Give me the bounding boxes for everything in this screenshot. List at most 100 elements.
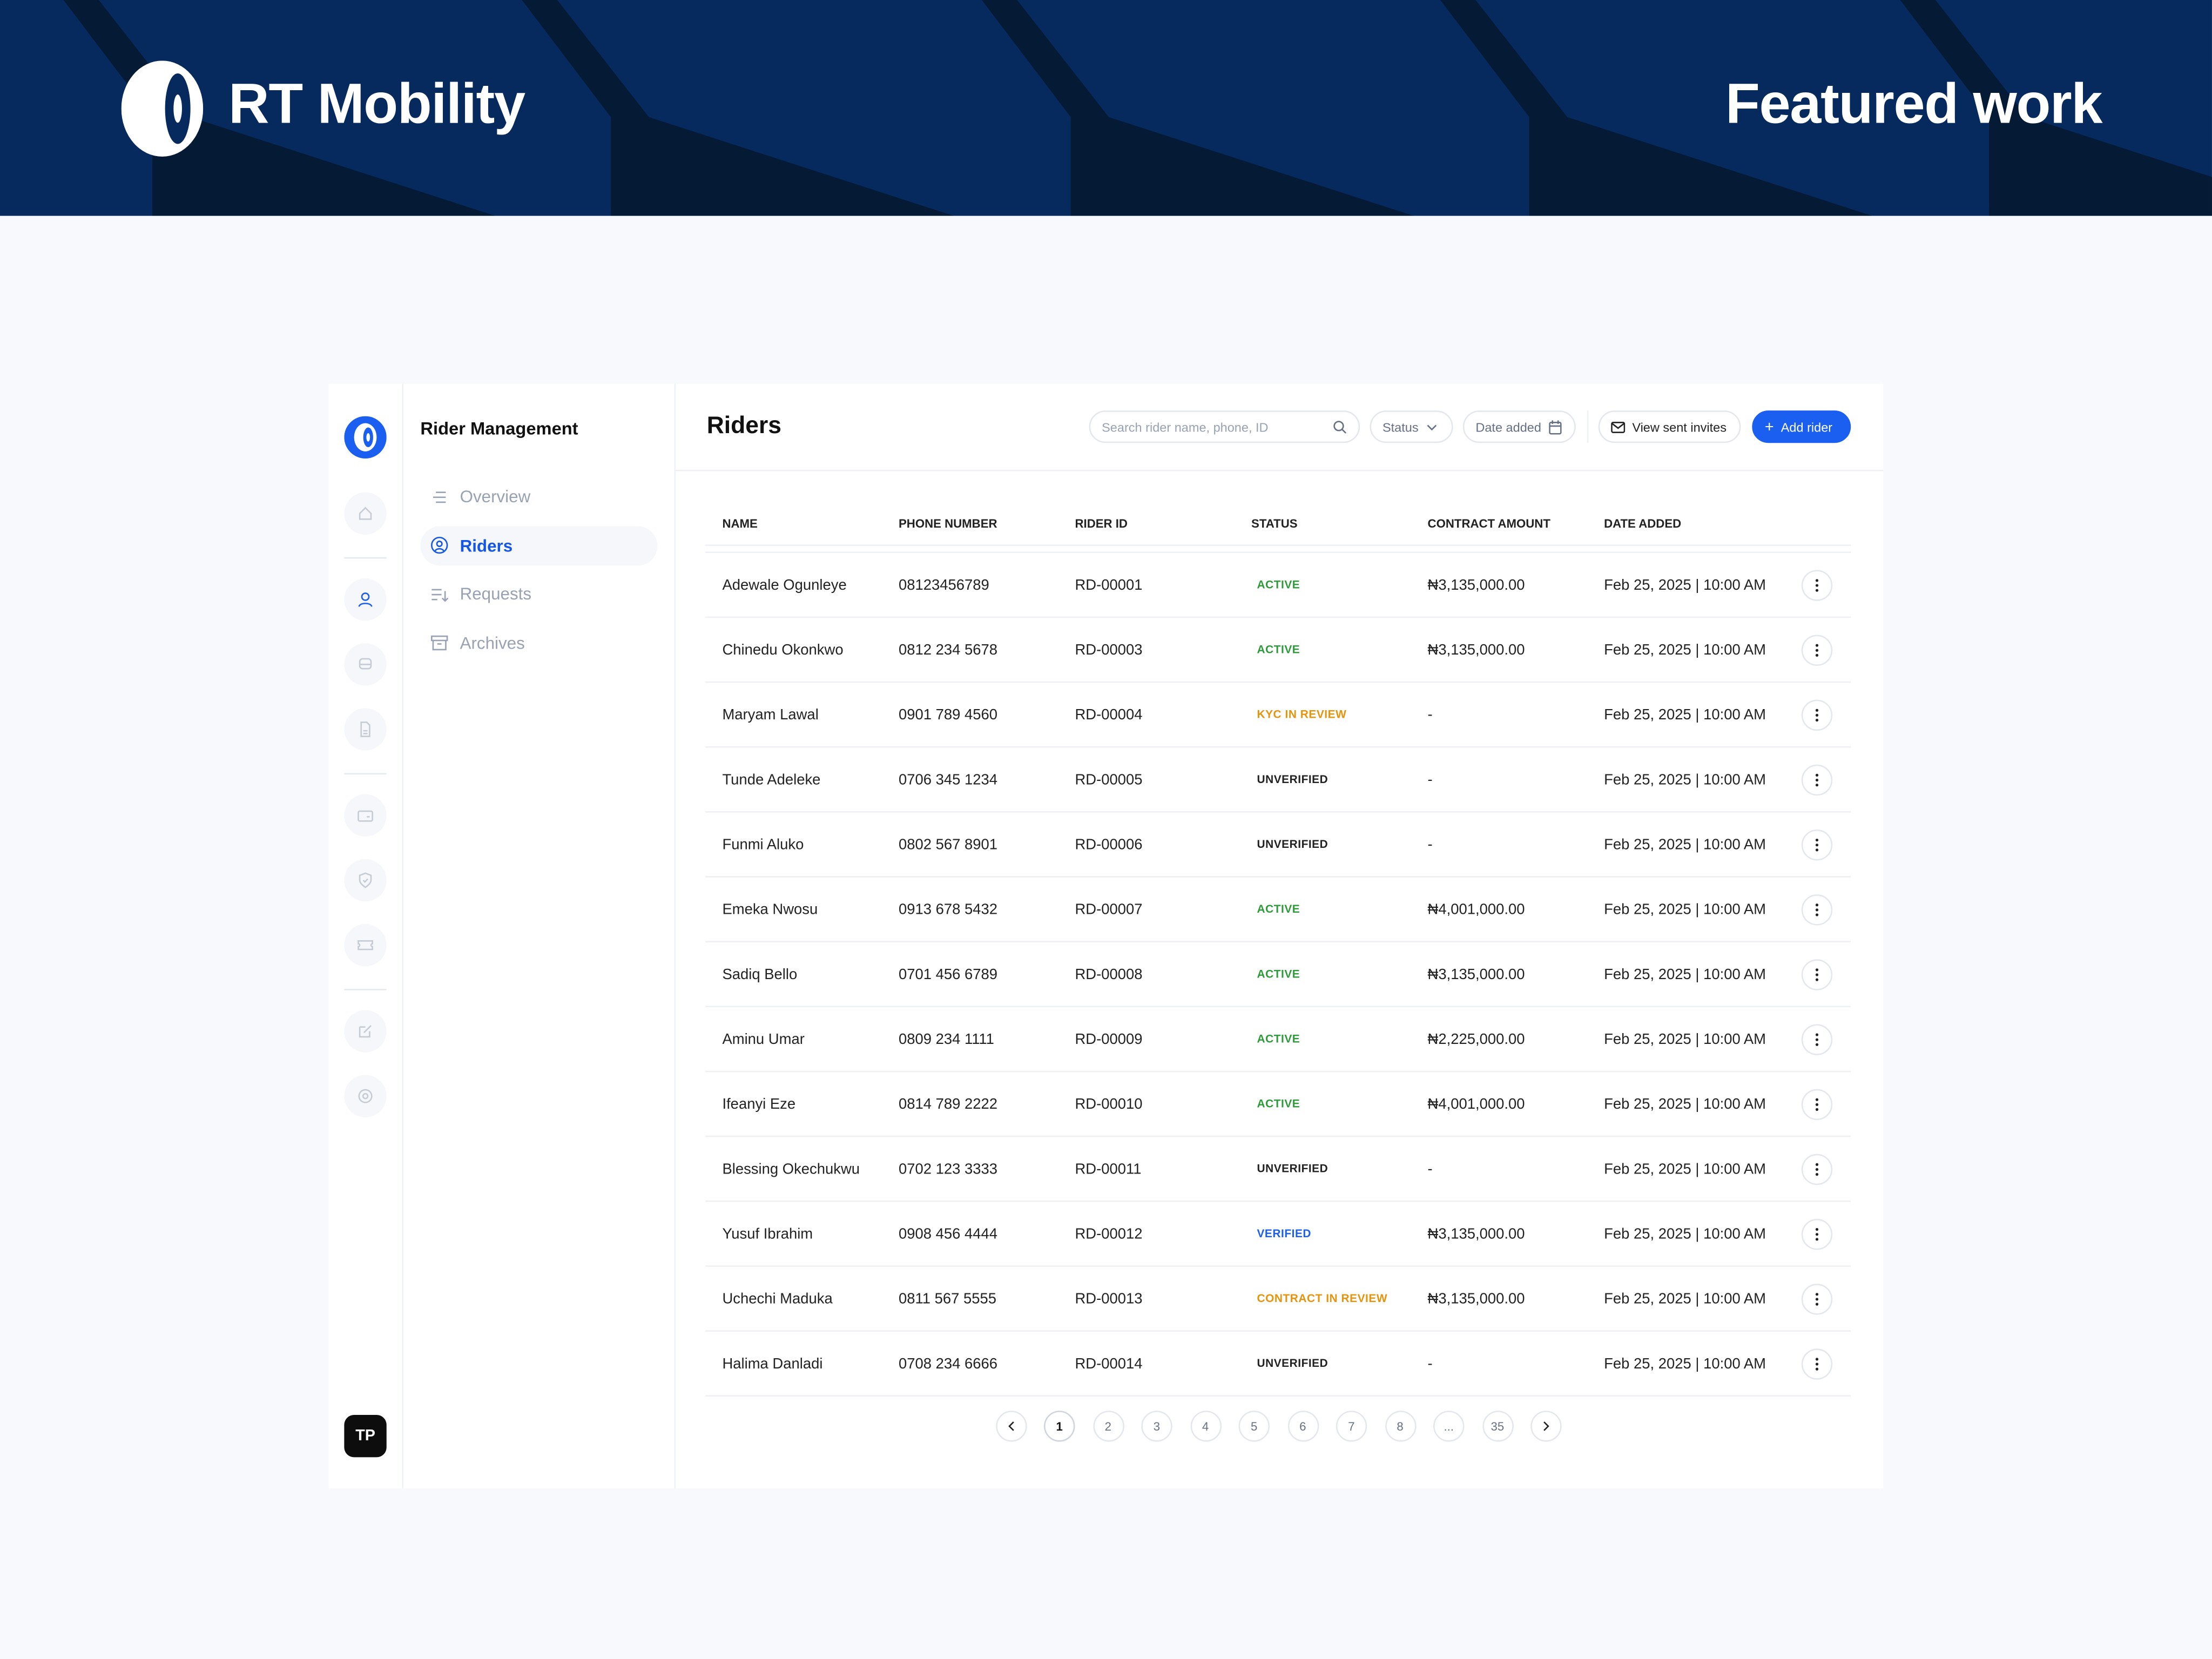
cell-date-added: Feb 25, 2025 | 10:00 AM: [1604, 642, 1766, 659]
row-actions-button[interactable]: [1801, 1089, 1833, 1121]
search-placeholder: Search rider name, phone, ID: [1102, 420, 1269, 434]
plus-icon: +: [1764, 418, 1774, 435]
table-row[interactable]: Maryam Lawal 0901 789 4560 RD-00004 KYC IN …: [705, 681, 1851, 748]
sidebar-item-riders[interactable]: Riders: [420, 525, 658, 565]
sidebar-item-overview[interactable]: Overview: [420, 477, 657, 516]
page-button[interactable]: 35: [1482, 1411, 1513, 1442]
sidebar-item-requests[interactable]: Requests: [420, 574, 657, 613]
rail-ticket-button[interactable]: [344, 923, 387, 967]
row-actions-button[interactable]: [1801, 699, 1833, 731]
row-actions-button[interactable]: [1801, 829, 1833, 861]
table-row[interactable]: Yusuf Ibrahim 0908 456 4444 RD-00012 VERIFI…: [705, 1200, 1851, 1267]
banner-chevron-shape: [522, 0, 954, 216]
row-actions-button[interactable]: [1801, 764, 1833, 796]
next-page-button[interactable]: [1530, 1411, 1562, 1442]
rail-car-button[interactable]: [344, 643, 387, 686]
row-actions-button[interactable]: [1801, 1218, 1833, 1250]
table-row[interactable]: Tunde Adeleke 0706 345 1234 RD-00005 UNVERI…: [705, 746, 1851, 813]
toolbar-divider: [1587, 410, 1589, 443]
cell-name: Tunde Adeleke: [722, 771, 821, 789]
column-header[interactable]: PHONE NUMBER: [898, 516, 997, 531]
status-badge: UNVERIFIED: [1257, 1357, 1328, 1370]
date-filter[interactable]: Date added: [1462, 410, 1576, 443]
more-vertical-icon: [1815, 579, 1819, 592]
status-badge: ACTIVE: [1257, 1097, 1300, 1110]
status-filter-label: Status: [1382, 420, 1419, 434]
page-button[interactable]: 3: [1141, 1411, 1172, 1442]
more-vertical-icon: [1815, 1358, 1819, 1371]
table-row[interactable]: Blessing Okechukwu 0702 123 3333 RD-00011 U…: [705, 1135, 1851, 1202]
row-actions-button[interactable]: [1801, 1348, 1833, 1380]
cell-name: Maryam Lawal: [722, 706, 819, 724]
cell-name: Adewale Ogunleye: [722, 577, 847, 594]
page-button[interactable]: ...: [1433, 1411, 1465, 1442]
mail-icon: [1611, 421, 1626, 433]
row-actions-button[interactable]: [1801, 635, 1833, 666]
chevron-left-icon: [1008, 1421, 1014, 1431]
previous-page-button[interactable]: [996, 1411, 1027, 1442]
rail-home-button[interactable]: [344, 492, 387, 535]
cell-rider-id: RD-00003: [1075, 642, 1143, 659]
column-header[interactable]: STATUS: [1251, 516, 1298, 531]
add-rider-label: Add rider: [1781, 420, 1833, 434]
column-header[interactable]: RIDER ID: [1075, 516, 1128, 531]
table-row[interactable]: Uchechi Maduka 0811 567 5555 RD-00013 CONTR…: [705, 1265, 1851, 1332]
cell-name: Emeka Nwosu: [722, 901, 818, 919]
status-badge: VERIFIED: [1257, 1227, 1312, 1240]
table-row[interactable]: Aminu Umar 0809 234 1111 RD-00009 ACTIVE ₦2,…: [705, 1006, 1851, 1072]
search-input[interactable]: Search rider name, phone, ID: [1089, 410, 1360, 443]
cell-rider-id: RD-00008: [1075, 966, 1143, 983]
cell-date-added: Feb 25, 2025 | 10:00 AM: [1604, 1355, 1766, 1373]
table-row[interactable]: Sadiq Bello 0701 456 6789 RD-00008 ACTIVE ₦3…: [705, 941, 1851, 1007]
column-header[interactable]: NAME: [722, 516, 758, 531]
more-vertical-icon: [1815, 1163, 1819, 1176]
table-row[interactable]: Ifeanyi Eze 0814 789 2222 RD-00010 ACTIVE ₦4…: [705, 1070, 1851, 1137]
table-row[interactable]: Adewale Ogunleye 08123456789 RD-00001 ACTIV…: [705, 551, 1851, 618]
cell-date-added: Feb 25, 2025 | 10:00 AM: [1604, 966, 1766, 983]
row-actions-button[interactable]: [1801, 1024, 1833, 1055]
rail-settings-button[interactable]: [344, 1075, 387, 1117]
view-sent-invites-button[interactable]: View sent invites: [1598, 410, 1741, 443]
banner-chevron-shape: [982, 0, 1414, 216]
row-actions-button[interactable]: [1801, 1284, 1833, 1315]
page-button[interactable]: 6: [1287, 1411, 1319, 1442]
table-row[interactable]: Funmi Aluko 0802 567 8901 RD-00006 UNVERIFI…: [705, 811, 1851, 878]
rail-document-button[interactable]: [344, 708, 387, 751]
sidebar-item-label: Riders: [460, 535, 513, 555]
add-rider-button[interactable]: + Add rider: [1752, 410, 1851, 443]
logo-icon[interactable]: [344, 416, 387, 458]
row-actions-button[interactable]: [1801, 570, 1833, 601]
page-button[interactable]: 1: [1044, 1411, 1075, 1442]
cell-rider-id: RD-00001: [1075, 577, 1143, 594]
rail-user-button[interactable]: [344, 578, 387, 621]
rail-divider: [344, 989, 387, 990]
more-vertical-icon: [1815, 968, 1819, 981]
cell-phone: 0701 456 6789: [898, 966, 998, 983]
cell-date-added: Feb 25, 2025 | 10:00 AM: [1604, 1291, 1766, 1308]
table-row[interactable]: Emeka Nwosu 0913 678 5432 RD-00007 ACTIVE ₦4…: [705, 876, 1851, 942]
cell-phone: 0913 678 5432: [898, 901, 998, 919]
table-row[interactable]: Chinedu Okonkwo 0812 234 5678 RD-00003 ACTI…: [705, 616, 1851, 683]
rail-edit-button[interactable]: [344, 1010, 387, 1053]
sidebar-item-archives[interactable]: Archives: [420, 623, 657, 662]
page-button[interactable]: 5: [1238, 1411, 1270, 1442]
column-header[interactable]: DATE ADDED: [1604, 516, 1682, 531]
status-badge: UNVERIFIED: [1257, 773, 1328, 786]
column-header[interactable]: CONTRACT AMOUNT: [1427, 516, 1550, 531]
status-filter[interactable]: Status: [1370, 410, 1453, 443]
row-actions-button[interactable]: [1801, 1154, 1833, 1185]
page-button[interactable]: 4: [1190, 1411, 1221, 1442]
page-button[interactable]: 7: [1336, 1411, 1367, 1442]
rail-shield-button[interactable]: [344, 859, 387, 902]
table-row[interactable]: Halima Danladi 0708 234 6666 RD-00014 UNVER…: [705, 1330, 1851, 1397]
cell-date-added: Feb 25, 2025 | 10:00 AM: [1604, 1096, 1766, 1114]
id-card-icon: [358, 810, 373, 822]
page-button[interactable]: 2: [1092, 1411, 1124, 1442]
row-actions-button[interactable]: [1801, 894, 1833, 926]
page-button[interactable]: 8: [1384, 1411, 1416, 1442]
cell-contract-amount: ₦3,135,000.00: [1427, 1291, 1525, 1308]
rail-id-card-button[interactable]: [344, 794, 387, 837]
avatar[interactable]: TP: [344, 1415, 387, 1458]
cell-phone: 0706 345 1234: [898, 771, 998, 789]
row-actions-button[interactable]: [1801, 959, 1833, 990]
